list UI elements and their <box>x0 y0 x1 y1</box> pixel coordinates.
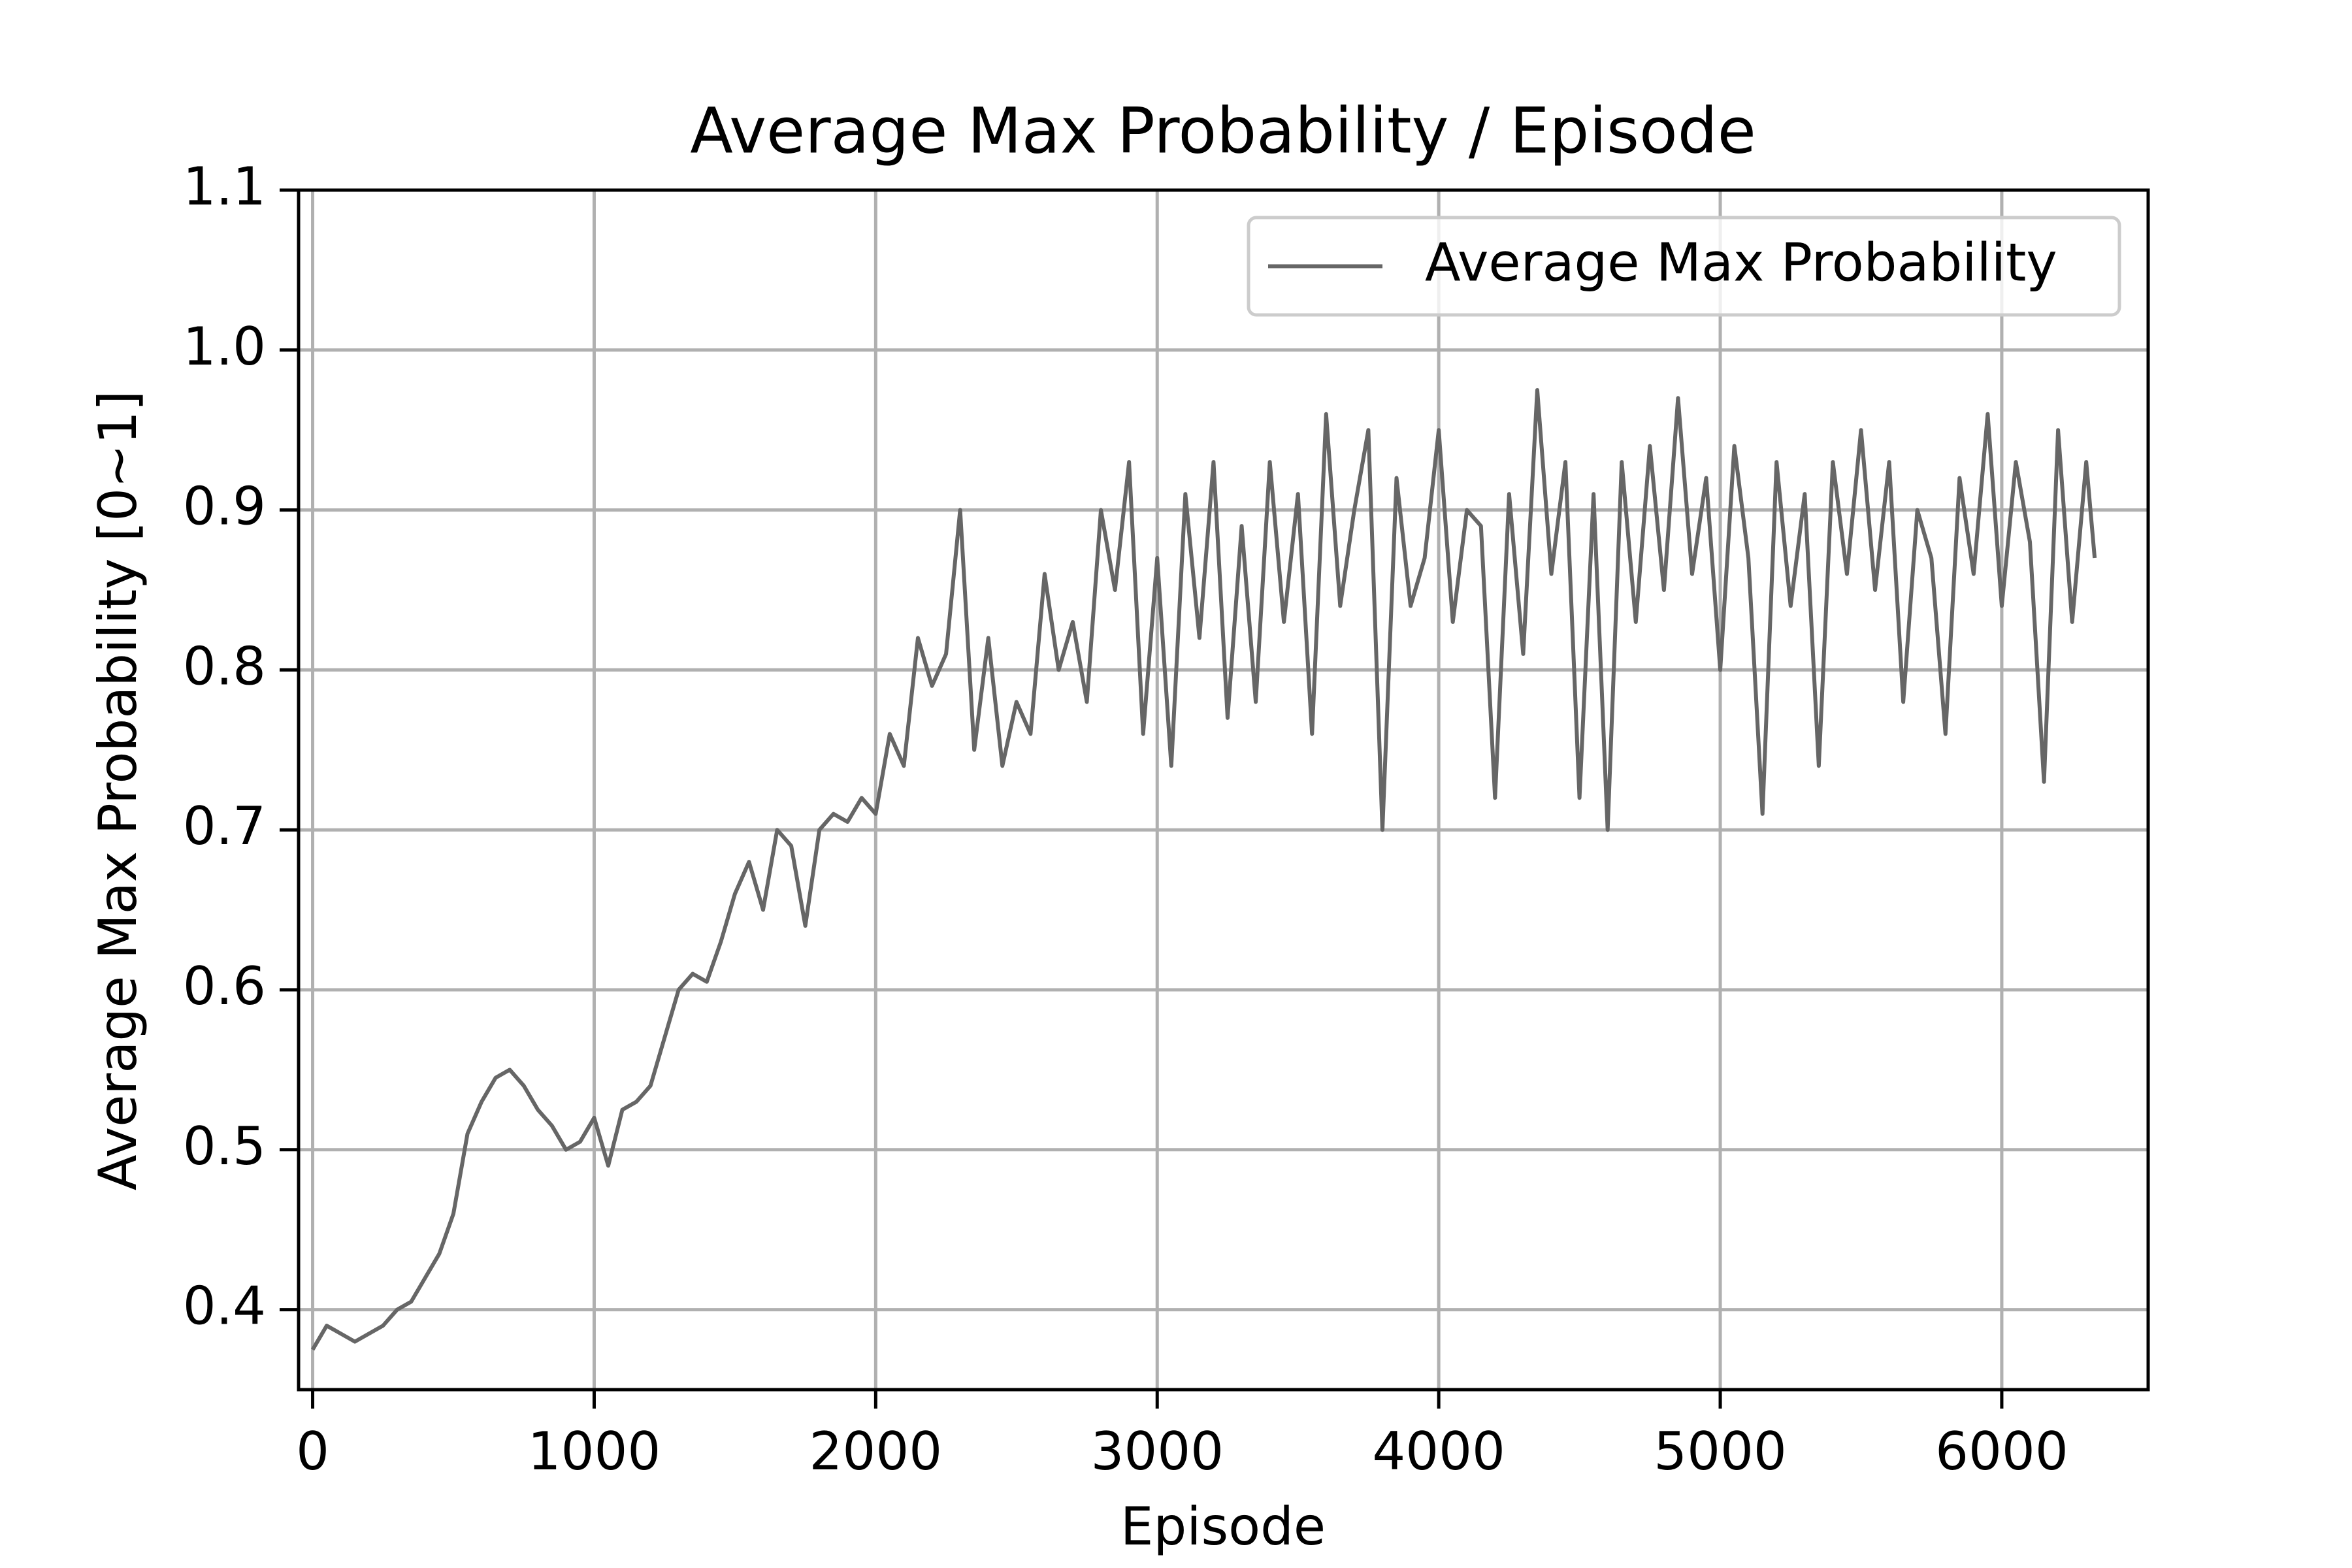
y-tick-label: 1.1 <box>183 156 266 217</box>
y-tick-label: 0.7 <box>183 796 266 857</box>
y-axis-label: Average Max Probability [0~1] <box>88 391 148 1190</box>
y-tick-label: 0.8 <box>183 636 266 696</box>
x-tick-label: 2000 <box>809 1421 943 1482</box>
x-axis-label: Episode <box>1120 1496 1326 1557</box>
x-tick-label: 3000 <box>1090 1421 1224 1482</box>
legend-box <box>1247 216 2121 317</box>
legend-label: Average Max Probability <box>1425 232 2057 293</box>
chart-title: Average Max Probability / Episode <box>690 94 1756 167</box>
y-tick-label: 0.9 <box>183 476 266 537</box>
data-line <box>310 388 2097 1351</box>
y-tick-label: 0.6 <box>183 956 266 1017</box>
x-tick-label: 1000 <box>528 1421 661 1482</box>
y-tick-label: 1.0 <box>183 316 266 377</box>
x-tick-label: 4000 <box>1372 1421 1505 1482</box>
plot-frame <box>297 188 2150 1392</box>
x-tick-label: 5000 <box>1654 1421 1787 1482</box>
y-tick-label: 0.5 <box>183 1116 266 1177</box>
x-tick-label: 6000 <box>1935 1421 2068 1482</box>
y-tick-label: 0.4 <box>183 1276 266 1337</box>
x-tick-label: 0 <box>296 1421 329 1482</box>
